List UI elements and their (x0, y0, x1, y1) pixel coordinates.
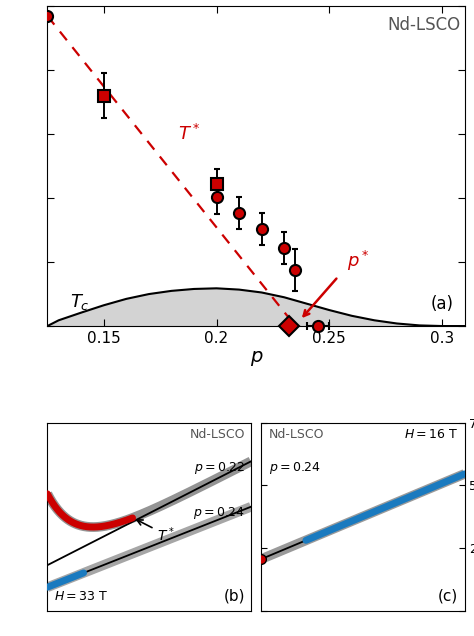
Text: $T^*$: $T^*$ (178, 124, 201, 144)
Text: (c): (c) (438, 588, 458, 603)
Text: (a): (a) (431, 295, 454, 314)
Text: $H = 16$ T: $H = 16$ T (404, 428, 458, 441)
Text: $p = 0.24$: $p = 0.24$ (193, 505, 245, 522)
X-axis label: p: p (250, 347, 262, 366)
Text: Nd-LSCO: Nd-LSCO (269, 428, 325, 441)
Text: $p^*$: $p^*$ (347, 249, 370, 273)
Text: $T_c$: $T_c$ (70, 292, 90, 312)
Text: $H = 33$ T: $H = 33$ T (54, 590, 108, 603)
Text: $p = 0.22$: $p = 0.22$ (193, 460, 245, 476)
Text: Nd-LSCO: Nd-LSCO (387, 16, 460, 34)
Text: $p = 0.24$: $p = 0.24$ (269, 460, 321, 476)
Text: (b): (b) (223, 588, 245, 603)
Text: $T^*$: $T^*$ (137, 520, 175, 544)
Text: Nd-LSCO: Nd-LSCO (189, 428, 245, 441)
